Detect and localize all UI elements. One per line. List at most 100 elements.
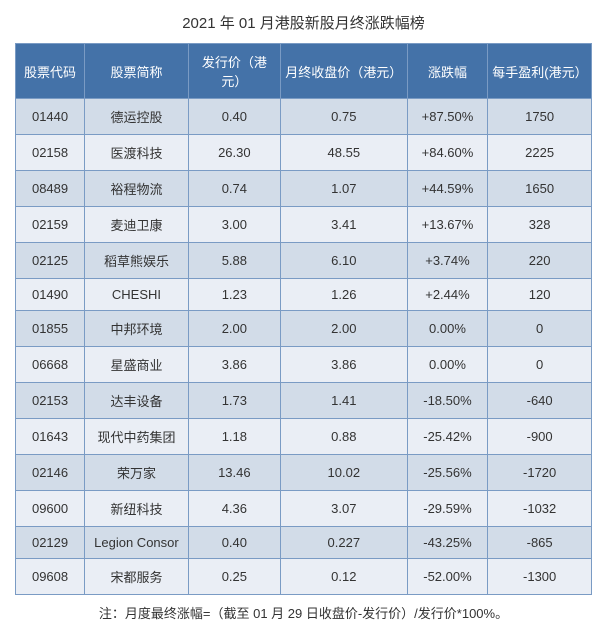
table-row: 09608宋都服务0.250.12-52.00%-1300 — [16, 559, 592, 595]
table-cell: 2225 — [488, 135, 592, 171]
table-cell: 医渡科技 — [85, 135, 189, 171]
table-cell: 稻草熊娱乐 — [85, 243, 189, 279]
table-cell: 德运控股 — [85, 99, 189, 135]
table-cell: 01440 — [16, 99, 85, 135]
table-cell: 0.00% — [407, 347, 488, 383]
table-cell: 26.30 — [188, 135, 280, 171]
table-cell: 09600 — [16, 491, 85, 527]
table-row: 08489裕程物流0.741.07+44.59%1650 — [16, 171, 592, 207]
table-cell: 0.40 — [188, 527, 280, 559]
table-cell: 02125 — [16, 243, 85, 279]
table-header-row: 股票代码 股票简称 发行价（港元） 月终收盘价（港元） 涨跌幅 每手盈利(港元） — [16, 44, 592, 99]
table-cell: -865 — [488, 527, 592, 559]
table-cell: 裕程物流 — [85, 171, 189, 207]
table-cell: 120 — [488, 279, 592, 311]
table-row: 09600新纽科技4.363.07-29.59%-1032 — [16, 491, 592, 527]
table-cell: 08489 — [16, 171, 85, 207]
stock-table: 股票代码 股票简称 发行价（港元） 月终收盘价（港元） 涨跌幅 每手盈利(港元）… — [15, 43, 592, 595]
table-footnote: 注：月度最终涨幅=（截至 01 月 29 日收盘价-发行价）/发行价*100%。 — [15, 603, 592, 622]
table-cell: 1650 — [488, 171, 592, 207]
table-cell: 0.75 — [280, 99, 407, 135]
table-body: 01440德运控股0.400.75+87.50%175002158医渡科技26.… — [16, 99, 592, 595]
table-row: 02158医渡科技26.3048.55+84.60%2225 — [16, 135, 592, 171]
table-cell: 麦迪卫康 — [85, 207, 189, 243]
table-row: 01855中邦环境2.002.000.00%0 — [16, 311, 592, 347]
table-cell: 2.00 — [280, 311, 407, 347]
table-row: 01643现代中药集团1.180.88-25.42%-900 — [16, 419, 592, 455]
table-cell: 3.86 — [280, 347, 407, 383]
table-cell: 06668 — [16, 347, 85, 383]
table-cell: 0.88 — [280, 419, 407, 455]
table-row: 02146荣万家13.4610.02-25.56%-1720 — [16, 455, 592, 491]
table-cell: 1.73 — [188, 383, 280, 419]
table-cell: 1.23 — [188, 279, 280, 311]
table-cell: 02146 — [16, 455, 85, 491]
table-cell: Legion Consor — [85, 527, 189, 559]
table-cell: 3.86 — [188, 347, 280, 383]
table-cell: -25.56% — [407, 455, 488, 491]
table-row: 02153达丰设备1.731.41-18.50%-640 — [16, 383, 592, 419]
table-cell: 1750 — [488, 99, 592, 135]
table-cell: 2.00 — [188, 311, 280, 347]
table-cell: 新纽科技 — [85, 491, 189, 527]
table-cell: 现代中药集团 — [85, 419, 189, 455]
table-cell: 星盛商业 — [85, 347, 189, 383]
table-cell: +44.59% — [407, 171, 488, 207]
table-cell: -1300 — [488, 559, 592, 595]
table-cell: 02129 — [16, 527, 85, 559]
col-header-close-price: 月终收盘价（港元） — [280, 44, 407, 99]
table-cell: 1.07 — [280, 171, 407, 207]
table-cell: -29.59% — [407, 491, 488, 527]
col-header-change: 涨跌幅 — [407, 44, 488, 99]
table-cell: 3.41 — [280, 207, 407, 243]
table-cell: -25.42% — [407, 419, 488, 455]
table-cell: 02153 — [16, 383, 85, 419]
table-cell: +13.67% — [407, 207, 488, 243]
table-cell: 中邦环境 — [85, 311, 189, 347]
table-cell: +84.60% — [407, 135, 488, 171]
col-header-profit: 每手盈利(港元） — [488, 44, 592, 99]
table-cell: 48.55 — [280, 135, 407, 171]
table-cell: 1.41 — [280, 383, 407, 419]
table-cell: 达丰设备 — [85, 383, 189, 419]
table-cell: 01643 — [16, 419, 85, 455]
table-cell: -43.25% — [407, 527, 488, 559]
table-cell: 荣万家 — [85, 455, 189, 491]
table-cell: 328 — [488, 207, 592, 243]
table-cell: 6.10 — [280, 243, 407, 279]
table-cell: +3.74% — [407, 243, 488, 279]
table-cell: 3.07 — [280, 491, 407, 527]
table-title: 2021 年 01 月港股新股月终涨跌幅榜 — [15, 12, 592, 33]
table-row: 02129Legion Consor0.400.227-43.25%-865 — [16, 527, 592, 559]
table-cell: 09608 — [16, 559, 85, 595]
table-cell: 0.25 — [188, 559, 280, 595]
table-cell: 01855 — [16, 311, 85, 347]
table-cell: 0 — [488, 311, 592, 347]
table-cell: 3.00 — [188, 207, 280, 243]
table-cell: 5.88 — [188, 243, 280, 279]
table-cell: 4.36 — [188, 491, 280, 527]
table-cell: 01490 — [16, 279, 85, 311]
table-cell: CHESHI — [85, 279, 189, 311]
col-header-name: 股票简称 — [85, 44, 189, 99]
table-cell: -640 — [488, 383, 592, 419]
table-row: 06668星盛商业3.863.860.00%0 — [16, 347, 592, 383]
table-cell: 0.40 — [188, 99, 280, 135]
table-row: 01490CHESHI1.231.26+2.44%120 — [16, 279, 592, 311]
table-cell: 10.02 — [280, 455, 407, 491]
table-row: 02125稻草熊娱乐5.886.10+3.74%220 — [16, 243, 592, 279]
table-cell: +87.50% — [407, 99, 488, 135]
table-cell: 0.74 — [188, 171, 280, 207]
table-cell: 0.12 — [280, 559, 407, 595]
table-cell: 0 — [488, 347, 592, 383]
table-cell: -52.00% — [407, 559, 488, 595]
table-cell: 0.00% — [407, 311, 488, 347]
table-cell: 02158 — [16, 135, 85, 171]
col-header-code: 股票代码 — [16, 44, 85, 99]
table-row: 01440德运控股0.400.75+87.50%1750 — [16, 99, 592, 135]
table-cell: 13.46 — [188, 455, 280, 491]
table-cell: 1.18 — [188, 419, 280, 455]
table-cell: 220 — [488, 243, 592, 279]
table-cell: 宋都服务 — [85, 559, 189, 595]
table-cell: 02159 — [16, 207, 85, 243]
